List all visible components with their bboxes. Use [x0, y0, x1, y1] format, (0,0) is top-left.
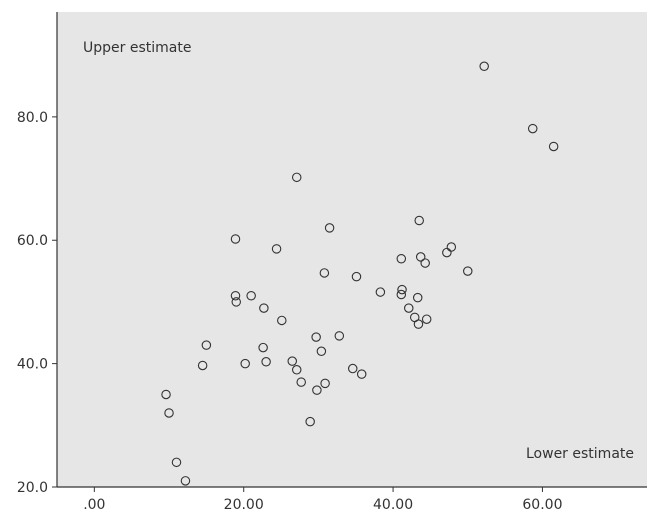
plot-area [57, 12, 647, 487]
data-point [463, 266, 473, 276]
data-point [415, 252, 426, 262]
data-point [180, 476, 191, 486]
data-point [261, 357, 271, 367]
data-point [201, 340, 212, 350]
data-point [161, 389, 171, 400]
data-point [291, 172, 302, 183]
data-point [420, 258, 430, 268]
data-point [356, 369, 367, 379]
x-tick-label: 60.00 [522, 497, 562, 513]
data-point [171, 457, 182, 468]
data-point [240, 358, 250, 369]
data-point [320, 378, 330, 389]
data-point [479, 61, 489, 72]
data-point [316, 346, 327, 357]
data-point [246, 291, 256, 301]
data-point [230, 291, 241, 301]
data-point [231, 297, 241, 307]
data-point [230, 234, 241, 244]
x-tick-label: 40.00 [373, 497, 413, 513]
data-point [404, 303, 414, 313]
data-point [291, 365, 302, 375]
data-point [446, 242, 457, 252]
upper-estimate-label: Upper estimate [83, 40, 191, 56]
data-point [319, 268, 330, 278]
data-point [271, 244, 282, 254]
y-axis-ticks: 20.0 40.0 60.0 80.0 [17, 110, 57, 496]
data-point [312, 385, 322, 395]
data-point [258, 342, 268, 353]
data-point [396, 254, 407, 264]
x-axis-ticks: .00 20.00 40.00 60.00 [83, 487, 562, 513]
data-point [334, 331, 345, 341]
lower-estimate-label: Lower estimate [526, 446, 634, 462]
y-tick-label: 60.0 [17, 233, 48, 249]
data-point [527, 123, 538, 134]
data-point [277, 315, 287, 326]
data-point [347, 363, 358, 374]
data-point [412, 292, 423, 303]
data-point [397, 284, 407, 295]
y-tick-label: 80.0 [17, 110, 48, 126]
data-point [324, 223, 335, 233]
data-point [375, 287, 386, 297]
data-point [311, 332, 321, 342]
data-point [396, 289, 407, 300]
data-point [305, 416, 315, 427]
x-tick-label: .00 [83, 497, 105, 513]
data-point [351, 271, 362, 282]
data-point [164, 408, 174, 418]
y-tick-label: 20.0 [17, 480, 48, 496]
data-point [296, 377, 306, 387]
data-point [259, 303, 269, 313]
data-point [421, 314, 432, 324]
data-point [413, 319, 424, 329]
data-points [161, 61, 559, 486]
x-tick-label: 20.00 [224, 497, 264, 513]
data-point [197, 360, 208, 371]
y-tick-label: 40.0 [17, 357, 48, 373]
data-point [287, 356, 298, 366]
data-point [414, 215, 424, 226]
data-point [548, 141, 559, 152]
